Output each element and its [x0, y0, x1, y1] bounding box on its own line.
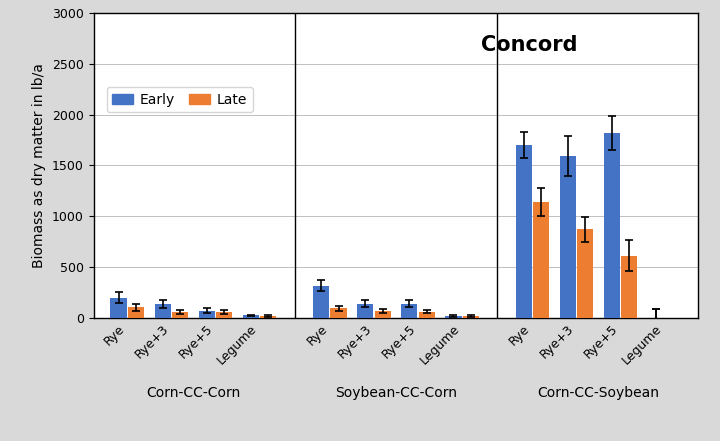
Bar: [533, 202, 549, 318]
Text: Soybean-CC-Corn: Soybean-CC-Corn: [335, 386, 457, 400]
Bar: [357, 304, 374, 318]
Bar: [128, 307, 144, 318]
Bar: [418, 312, 435, 318]
Bar: [216, 312, 233, 318]
Y-axis label: Biomass as dry matter in lb/a: Biomass as dry matter in lb/a: [32, 63, 47, 268]
Bar: [172, 312, 188, 318]
Bar: [463, 316, 479, 318]
Text: Corn-CC-Soybean: Corn-CC-Soybean: [538, 386, 660, 400]
Bar: [110, 298, 127, 318]
Bar: [260, 316, 276, 318]
Text: Concord: Concord: [481, 34, 577, 55]
Bar: [559, 156, 576, 318]
Bar: [621, 256, 637, 318]
Bar: [155, 304, 171, 318]
Bar: [243, 315, 259, 318]
Legend: Early, Late: Early, Late: [107, 87, 253, 112]
Bar: [330, 308, 346, 318]
Text: Corn-CC-Corn: Corn-CC-Corn: [146, 386, 240, 400]
Bar: [199, 311, 215, 318]
Bar: [374, 311, 391, 318]
Bar: [313, 286, 329, 318]
Bar: [516, 145, 532, 318]
Bar: [604, 133, 620, 318]
Bar: [446, 316, 462, 318]
Bar: [577, 229, 593, 318]
Bar: [401, 304, 418, 318]
